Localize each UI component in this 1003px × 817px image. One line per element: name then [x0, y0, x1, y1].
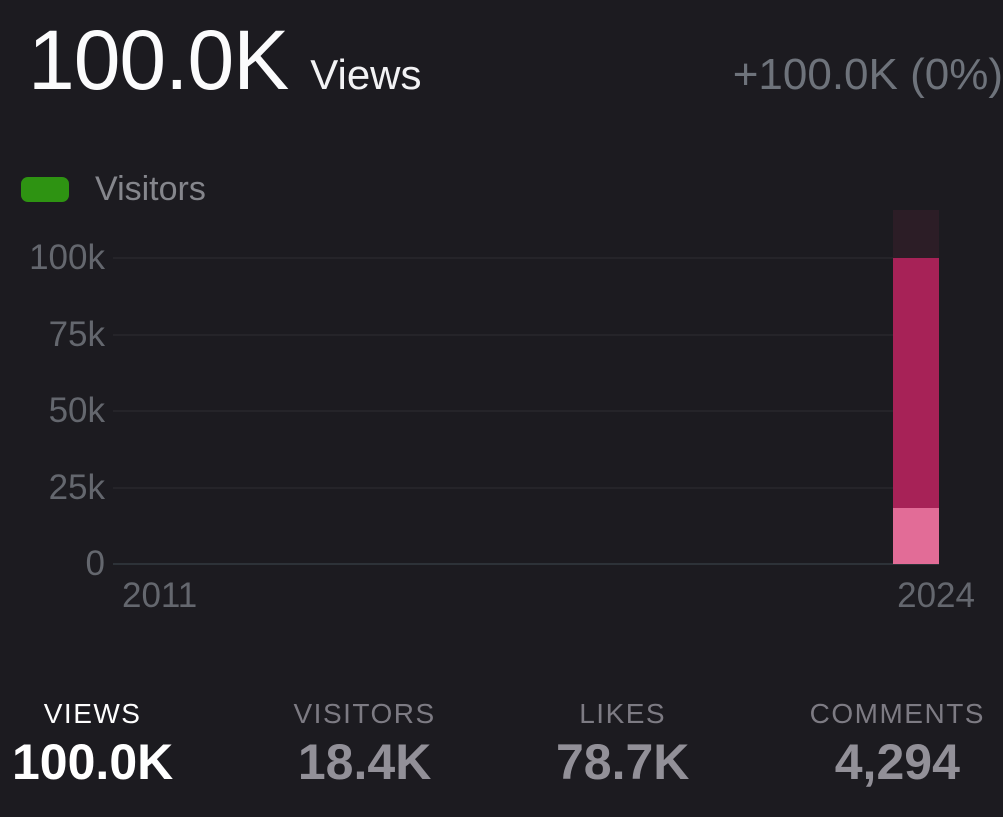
- stat-label: VIEWS: [43, 698, 142, 729]
- stat-tab-comments[interactable]: COMMENTS 4,294: [810, 698, 985, 787]
- stat-tab-visitors[interactable]: VISITORS 18.4K: [294, 698, 436, 787]
- gridline: [113, 410, 939, 413]
- gridline: [113, 257, 939, 260]
- stat-value: 78.7K: [555, 734, 690, 790]
- y-tick-label: 25k: [48, 467, 105, 507]
- bar-segment-visitors: [893, 507, 939, 564]
- y-tick-label: 100k: [29, 238, 105, 278]
- total-views-value: 100.0K: [28, 13, 289, 107]
- metric-label: Views: [310, 51, 422, 98]
- stacked-bar-2024[interactable]: [893, 210, 939, 564]
- gridline: [113, 486, 939, 489]
- stat-value: 18.4K: [297, 734, 432, 790]
- y-tick-label: 75k: [48, 314, 105, 354]
- stats-tab-row: VIEWS 100.0K VISITORS 18.4K LIKES 78.7K …: [12, 698, 985, 787]
- x-tick-label: 2024: [897, 576, 975, 615]
- y-tick-label: 50k: [48, 391, 105, 431]
- stat-label: LIKES: [579, 698, 667, 729]
- stats-header: 100.0K Views +100.0K (0%): [28, 13, 1003, 107]
- y-tick-label: 0: [85, 544, 105, 583]
- stat-label: VISITORS: [293, 698, 436, 729]
- gridline: [113, 333, 939, 336]
- stat-label: COMMENTS: [809, 698, 985, 729]
- x-tick-label: 2011: [122, 576, 198, 615]
- stat-value: 4,294: [834, 734, 960, 790]
- visitors-legend-swatch-icon: [21, 177, 69, 202]
- stat-tab-views[interactable]: VIEWS 100.0K: [12, 698, 173, 787]
- bar-segment-views-remainder: [893, 258, 939, 508]
- visitors-legend-toggle[interactable]: Visitors: [21, 170, 206, 209]
- visitors-legend-label: Visitors: [95, 170, 206, 208]
- stat-tab-likes[interactable]: LIKES 78.7K: [556, 698, 689, 787]
- views-delta: +100.0K (0%): [732, 50, 1003, 99]
- stat-value: 100.0K: [12, 734, 174, 790]
- bar-segment-overflow-cap: [893, 210, 939, 259]
- x-axis-baseline: [113, 563, 939, 565]
- views-bar-chart: 100k 75k 50k 25k 0 2011 2024: [29, 210, 975, 615]
